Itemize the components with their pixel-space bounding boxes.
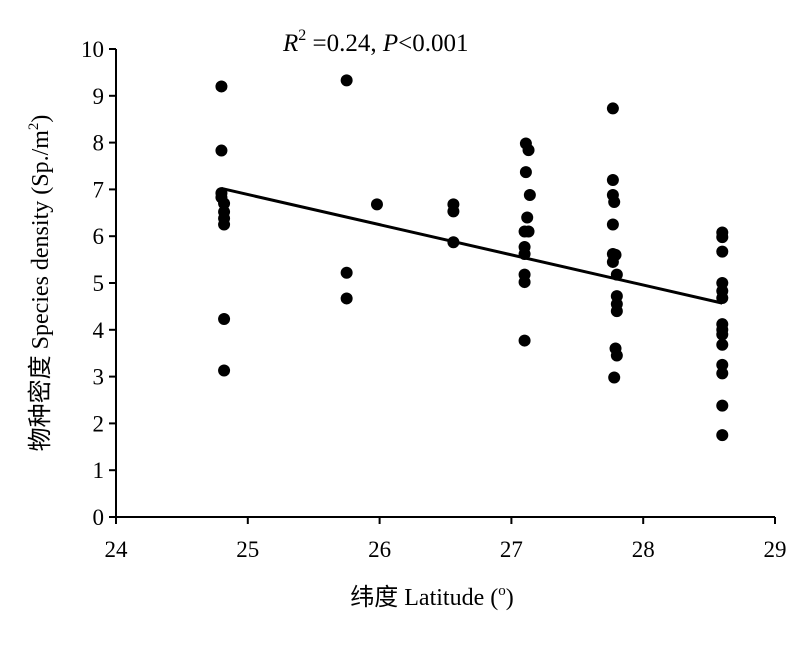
data-point bbox=[606, 102, 619, 115]
data-point bbox=[606, 255, 619, 268]
data-point bbox=[340, 266, 353, 279]
x-tick-label: 28 bbox=[632, 537, 655, 562]
data-point bbox=[610, 305, 623, 318]
data-point bbox=[716, 358, 729, 371]
p-value: <0.001 bbox=[398, 30, 468, 57]
data-point bbox=[519, 166, 532, 179]
p-symbol: P bbox=[382, 30, 398, 57]
data-point bbox=[716, 245, 729, 258]
data-point bbox=[716, 338, 729, 351]
r-exponent: 2 bbox=[298, 27, 306, 44]
y-tick-label: 2 bbox=[93, 411, 105, 436]
data-point bbox=[716, 399, 729, 412]
y-tick-label: 3 bbox=[93, 365, 105, 390]
data-points bbox=[215, 74, 729, 442]
y-tick-label: 1 bbox=[93, 458, 105, 483]
data-point bbox=[340, 292, 353, 305]
data-point bbox=[218, 218, 231, 231]
data-point bbox=[447, 236, 460, 249]
y-axis-label: 物种密度 Species density (Sp./m bbox=[27, 130, 54, 452]
r-squared-annotation: R2 =0.24, P<0.001 bbox=[282, 27, 469, 57]
data-point bbox=[608, 196, 621, 209]
y-tick-label: 9 bbox=[93, 84, 105, 109]
data-point bbox=[447, 205, 460, 218]
data-point bbox=[340, 74, 353, 87]
x-tick-label: 25 bbox=[236, 537, 259, 562]
x-tick-label: 24 bbox=[105, 537, 129, 562]
y-tick-label: 6 bbox=[93, 224, 105, 249]
data-point bbox=[518, 334, 531, 347]
data-point bbox=[522, 225, 535, 238]
data-point bbox=[610, 268, 623, 281]
data-point bbox=[716, 291, 729, 304]
data-point bbox=[606, 174, 619, 187]
axes bbox=[115, 49, 775, 518]
data-point bbox=[218, 364, 231, 377]
data-point bbox=[215, 144, 228, 157]
y-axis-label-sup: 2 bbox=[26, 123, 42, 131]
data-point bbox=[610, 349, 623, 362]
x-ticks: 24 25 26 27 28 29 bbox=[105, 517, 787, 562]
data-point bbox=[370, 198, 383, 211]
data-point bbox=[608, 371, 621, 384]
data-point bbox=[518, 276, 531, 289]
y-ticks: 0 1 2 3 4 5 6 7 8 9 10 bbox=[81, 37, 116, 530]
data-point bbox=[218, 197, 231, 210]
y-tick-label: 5 bbox=[93, 271, 105, 296]
y-tick-label: 4 bbox=[93, 318, 105, 343]
y-axis-title: 物种密度 Species density (Sp./m2) bbox=[26, 115, 54, 452]
data-point bbox=[521, 211, 534, 224]
x-tick-label: 27 bbox=[500, 537, 523, 562]
trend-line bbox=[221, 187, 723, 305]
data-point bbox=[215, 80, 228, 93]
y-tick-label: 0 bbox=[93, 505, 105, 530]
x-tick-label: 29 bbox=[764, 537, 787, 562]
y-tick-label: 7 bbox=[93, 177, 105, 202]
y-tick-label: 10 bbox=[81, 37, 104, 62]
data-point bbox=[716, 367, 729, 380]
x-axis-label: 纬度 Latitude ( bbox=[350, 584, 498, 611]
data-point bbox=[523, 189, 536, 202]
data-point bbox=[716, 231, 729, 244]
x-axis-title: 纬度 Latitude (o) bbox=[350, 583, 513, 611]
data-point bbox=[606, 218, 619, 231]
y-tick-label: 8 bbox=[93, 131, 105, 156]
r-value: =0.24, bbox=[306, 30, 383, 57]
data-point bbox=[522, 144, 535, 157]
data-point bbox=[716, 328, 729, 341]
data-point bbox=[716, 429, 729, 442]
y-axis-label-end: ) bbox=[28, 115, 54, 123]
x-axis-label-sup: o bbox=[498, 583, 506, 599]
data-point bbox=[218, 313, 231, 326]
data-point bbox=[518, 247, 531, 260]
r-symbol: R bbox=[282, 30, 298, 57]
x-tick-label: 26 bbox=[368, 537, 391, 562]
x-axis-label-end: ) bbox=[506, 585, 514, 611]
